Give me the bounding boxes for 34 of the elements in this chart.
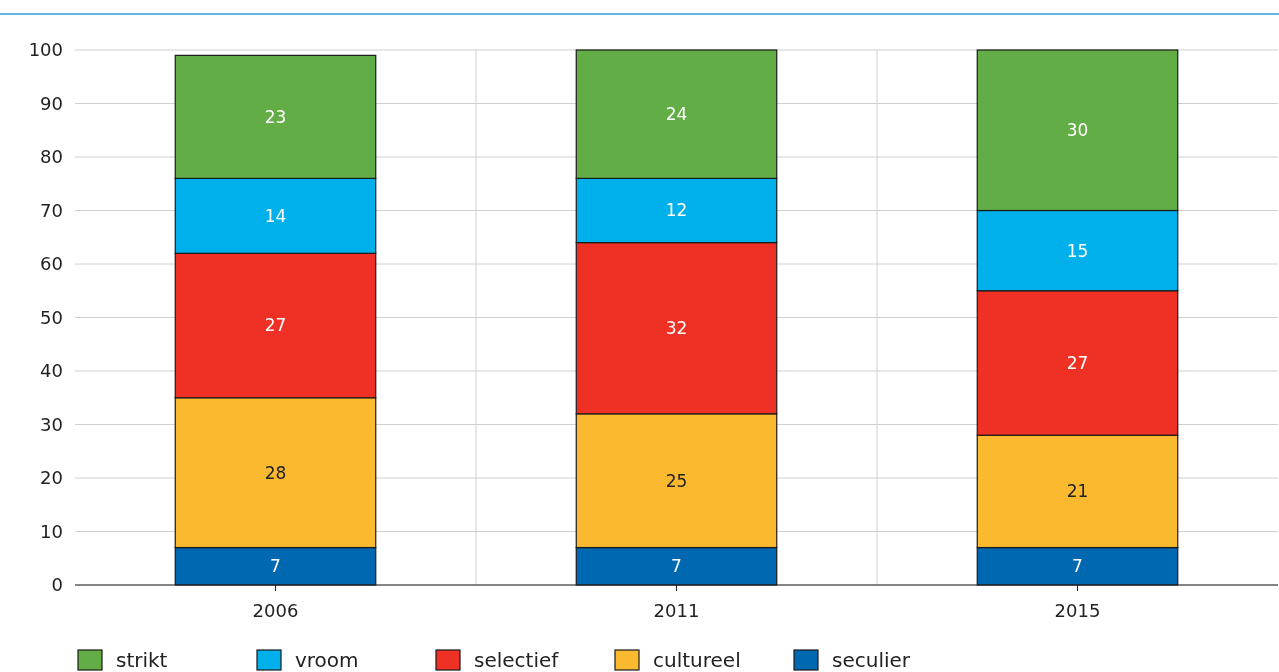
y-tick-label: 40 [40, 360, 63, 382]
y-tick-label: 100 [28, 39, 63, 61]
y-tick-label: 20 [40, 467, 63, 489]
data-label: 12 [665, 200, 688, 221]
data-label: 25 [665, 470, 688, 491]
y-tick-label: 50 [40, 306, 63, 328]
data-label: 23 [264, 106, 287, 127]
data-label: 27 [1066, 352, 1089, 373]
x-tick-label: 2006 [252, 600, 299, 621]
x-tick-label: 2011 [653, 600, 700, 621]
data-label: 7 [270, 556, 281, 577]
y-tick-label: 90 [40, 92, 63, 114]
y-tick-label: 70 [40, 199, 63, 221]
legend-label: selectief [474, 648, 560, 672]
x-tick-label: 2015 [1054, 600, 1101, 621]
data-label: 24 [665, 104, 688, 125]
y-tick-label: 30 [40, 413, 63, 435]
y-tick-label: 10 [40, 520, 63, 542]
data-label: 28 [264, 462, 287, 483]
legend-label: cultureel [653, 648, 741, 672]
data-label: 21 [1066, 481, 1089, 502]
y-tick-label: 0 [51, 574, 63, 596]
y-tick-label: 60 [40, 253, 63, 275]
data-label: 15 [1066, 240, 1089, 261]
data-label: 27 [264, 315, 287, 336]
legend-label: vroom [295, 648, 359, 672]
data-label: 14 [264, 205, 287, 226]
y-tick-label: 80 [40, 146, 63, 168]
data-label: 7 [671, 556, 682, 577]
data-label: 30 [1066, 120, 1089, 141]
data-label: 7 [1072, 556, 1083, 577]
legend-label: strikt [116, 648, 168, 672]
legend-label: seculier [832, 648, 911, 672]
data-label: 32 [665, 318, 688, 339]
